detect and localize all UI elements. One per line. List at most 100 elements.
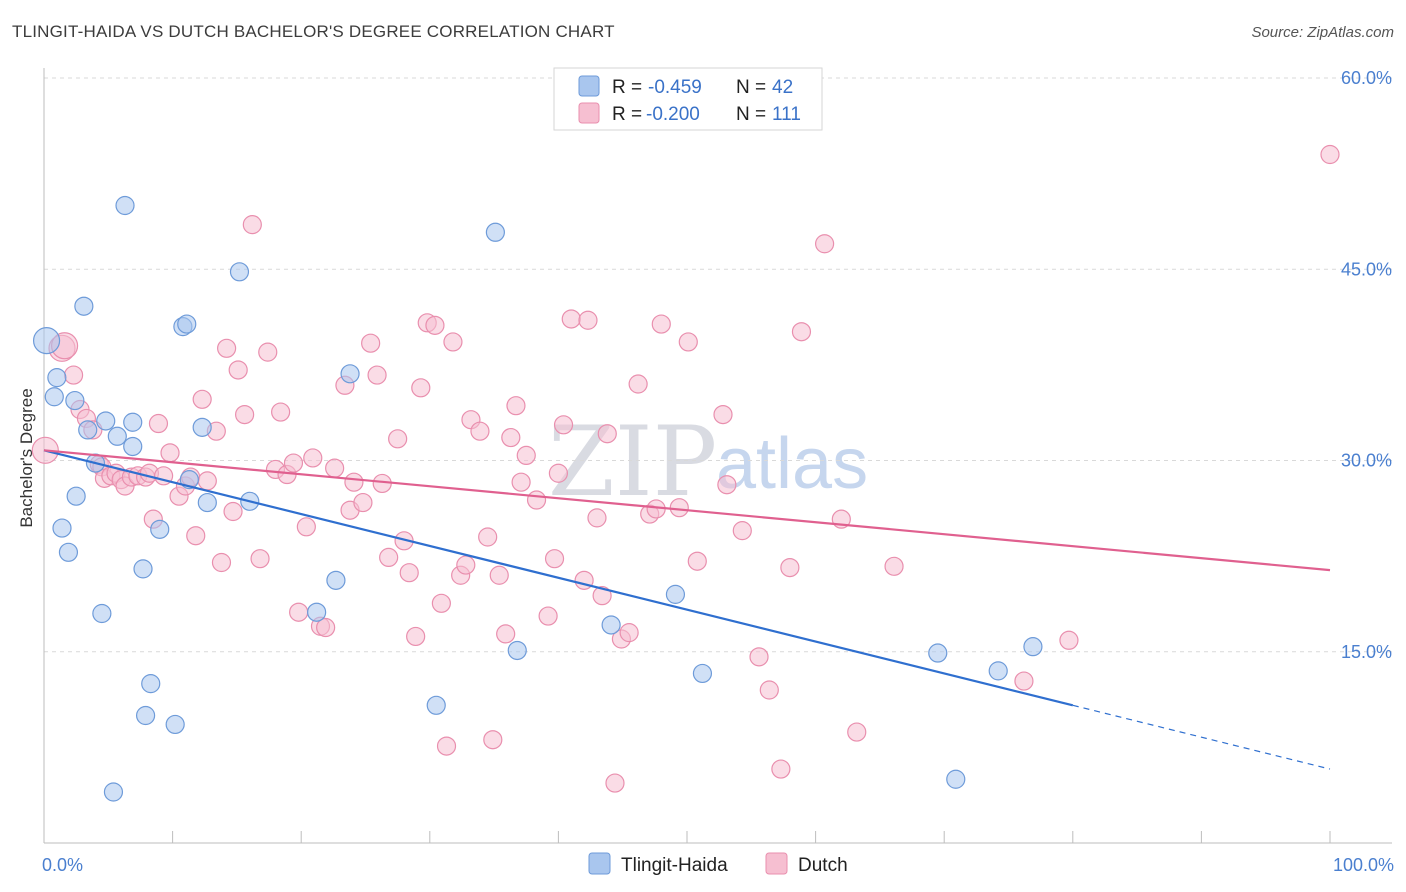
dutch-point-87	[597, 424, 617, 444]
dutch-point-38	[271, 402, 291, 422]
dutch-point-71	[489, 565, 509, 585]
tlingit-haida-point-25	[192, 417, 212, 437]
dutch-point-73	[501, 427, 521, 448]
dutch-point-97	[687, 551, 707, 571]
dutch-point-99	[717, 475, 737, 495]
dutch-point-30	[217, 338, 237, 358]
chart-title: TLINGIT-HAIDA VS DUTCH BACHELOR'S DEGREE…	[12, 22, 615, 41]
dutch-point-64	[443, 332, 463, 352]
dutch-point-110	[1014, 671, 1034, 691]
tlingit-haida-point-30	[326, 570, 346, 590]
dutch-points	[31, 144, 1340, 793]
dutch-point-36	[258, 342, 278, 362]
x-ticks	[172, 831, 1331, 843]
dutch-point-50	[353, 492, 373, 513]
tlingit-haida-point-14	[115, 195, 135, 216]
dutch-point-95	[669, 498, 689, 518]
dutch-point-54	[379, 547, 399, 568]
tlingit-haida-point-39	[946, 769, 966, 789]
trendlines	[43, 449, 1331, 770]
dutch-point-26	[192, 389, 212, 409]
dutch-point-62	[431, 593, 451, 613]
y-tick-labels: 15.0% 30.0% 45.0% 60.0%	[1341, 68, 1392, 662]
dutch-point-96	[678, 332, 698, 352]
legend-row-1: R = -0.459 N = 42	[612, 77, 793, 98]
series-legend-label-blue: Tlingit-Haida	[621, 855, 728, 876]
dutch-point-88	[605, 773, 625, 793]
x-tick-label-max: 100.0%	[1333, 855, 1394, 875]
dutch-point-41	[289, 602, 309, 622]
dutch-point-77	[526, 490, 547, 510]
dutch-point-49	[344, 472, 364, 492]
dutch-point-106	[815, 234, 835, 254]
tlingit-haida-point-3	[52, 518, 72, 538]
dutch-point-103	[771, 759, 791, 779]
dutch-point-40	[283, 453, 304, 473]
tlingit-haida-point-33	[485, 222, 505, 242]
dutch-point-32	[228, 360, 248, 380]
dutch-point-85	[587, 508, 607, 528]
legend-swatch-blue	[578, 75, 600, 97]
tlingit-haida-point-13	[107, 426, 127, 446]
dutch-point-51	[361, 333, 381, 353]
tlingit-haida-point-6	[66, 486, 86, 506]
tlingit-haida-point-26	[197, 492, 217, 513]
dutch-point-35	[250, 549, 270, 569]
x-tick-label-min: 0.0%	[42, 855, 83, 875]
tlingit-haida-point-23	[177, 314, 197, 334]
tlingit-haida-point-27	[229, 262, 250, 282]
dutch-point-82	[561, 309, 581, 329]
tlingit-haida-trendline-extension	[1072, 704, 1331, 770]
dutch-point-29	[211, 552, 232, 573]
dutch-point-33	[235, 405, 255, 425]
tlingit-haida-trendline	[43, 449, 1074, 707]
x-tick-labels: 0.0% 100.0%	[42, 855, 1394, 875]
tlingit-haida-point-37	[692, 663, 713, 684]
dutch-point-84	[578, 310, 598, 330]
dutch-point-46	[325, 458, 345, 478]
tlingit-haida-point-19	[141, 674, 161, 694]
tlingit-haida-points	[32, 195, 1043, 802]
dutch-point-102	[759, 680, 779, 700]
y-axis-label: Bachelor's Degree	[17, 388, 36, 527]
dutch-point-75	[511, 472, 531, 492]
dutch-point-98	[713, 405, 733, 425]
dutch-point-72	[496, 624, 516, 644]
y-tick-label-60: 60.0%	[1341, 68, 1392, 88]
dutch-point-74	[506, 396, 526, 416]
tlingit-haida-point-32	[426, 695, 446, 715]
legend-n-value-2: 111	[772, 104, 801, 125]
dutch-point-91	[628, 374, 648, 394]
tlingit-haida-point-31	[340, 364, 360, 384]
dutch-point-42	[296, 517, 316, 537]
legend-swatch-pink	[578, 102, 600, 124]
dutch-point-63	[436, 736, 457, 756]
y-tick-label-30: 30.0%	[1341, 451, 1392, 471]
tlingit-haida-point-40	[988, 661, 1008, 681]
tlingit-haida-point-15	[123, 436, 143, 457]
dutch-point-108	[847, 722, 867, 742]
dutch-point-111	[1059, 630, 1079, 650]
tlingit-haida-point-8	[78, 420, 98, 440]
dutch-trendline	[43, 449, 1331, 572]
tlingit-haida-point-5	[65, 390, 85, 411]
watermark-zip: ZIP	[548, 406, 717, 518]
y-tick-label-45: 45.0%	[1341, 259, 1392, 279]
dutch-point-76	[516, 445, 536, 465]
tlingit-haida-point-12	[103, 782, 124, 802]
dutch-point-27	[197, 471, 217, 491]
correlation-legend: R = -0.459 N = 42 R = -0.200 N = 111	[553, 67, 823, 131]
dutch-point-61	[425, 315, 445, 335]
dutch-point-104	[780, 557, 800, 578]
tlingit-haida-point-7	[74, 296, 94, 316]
dutch-point-3	[63, 365, 84, 385]
dutch-point-90	[619, 623, 639, 643]
tlingit-haida-point-29	[307, 602, 327, 622]
tlingit-haida-point-34	[507, 640, 527, 661]
legend-r-label-2: R =	[612, 104, 647, 125]
dutch-point-109	[884, 556, 904, 576]
y-tick-label-15: 15.0%	[1341, 642, 1392, 662]
series-legend-swatch-blue	[588, 852, 611, 875]
tlingit-haida-point-21	[165, 714, 185, 735]
